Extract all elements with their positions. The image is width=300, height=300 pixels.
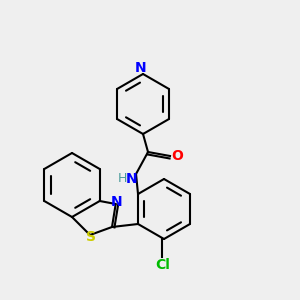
Text: H: H <box>117 172 127 185</box>
Text: O: O <box>171 149 183 163</box>
Text: N: N <box>135 61 147 75</box>
Text: N: N <box>126 172 138 186</box>
Text: N: N <box>111 195 122 209</box>
Text: Cl: Cl <box>156 258 170 272</box>
Text: S: S <box>86 230 96 244</box>
